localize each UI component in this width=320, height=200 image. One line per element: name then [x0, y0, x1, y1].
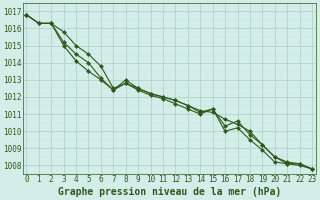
X-axis label: Graphe pression niveau de la mer (hPa): Graphe pression niveau de la mer (hPa)	[58, 187, 281, 197]
